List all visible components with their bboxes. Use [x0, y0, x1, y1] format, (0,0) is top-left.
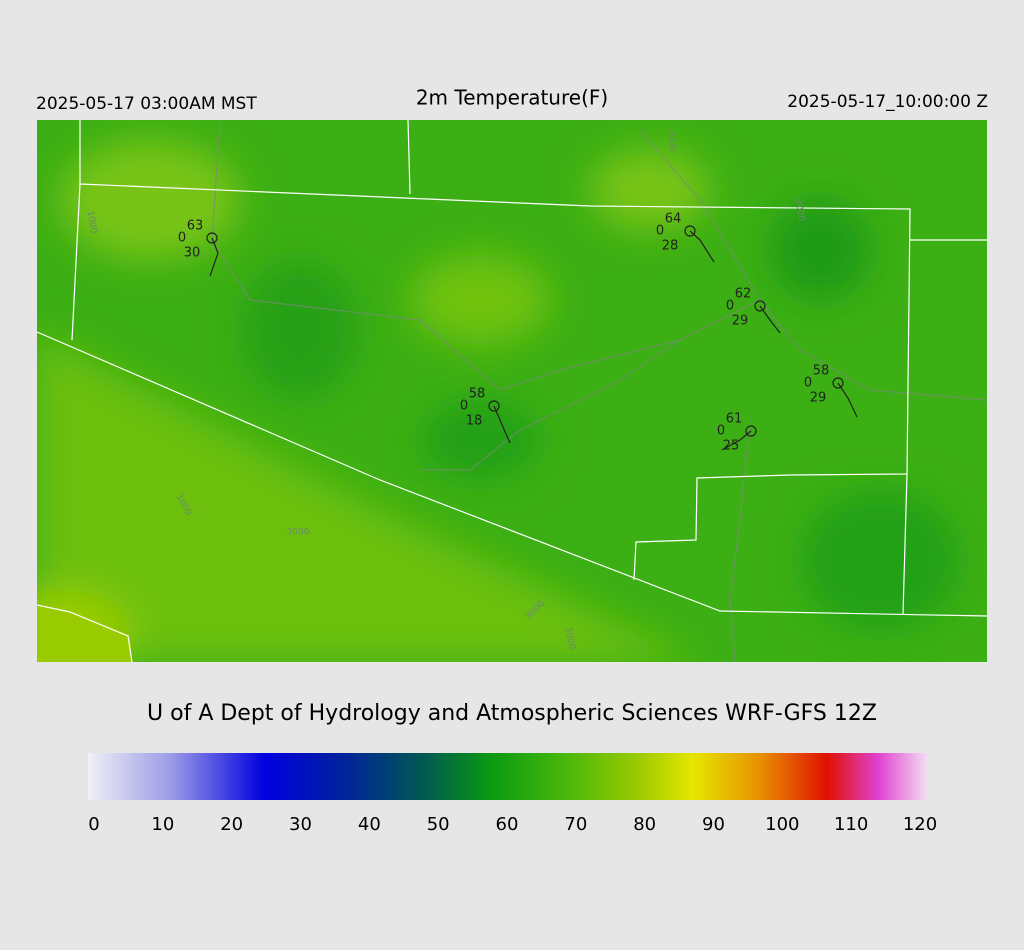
station-circle — [488, 400, 500, 412]
colorbar-tick-label: 120 — [903, 814, 937, 835]
wind-barb — [759, 305, 781, 334]
contour-label: 3000 — [667, 129, 677, 152]
cloud-cover: 0 — [804, 376, 812, 391]
station-circle — [206, 232, 218, 244]
colorbar-tick-label: 110 — [834, 814, 868, 835]
colorbar — [88, 753, 928, 800]
cloud-cover: 0 — [717, 424, 725, 439]
dewpoint: 29 — [732, 314, 749, 329]
dewpoint: 28 — [662, 239, 679, 254]
cloud-cover: 0 — [726, 299, 734, 314]
colorbar-tick-label: 80 — [633, 814, 656, 835]
map-title: 2m Temperature(F) — [416, 86, 608, 110]
station-circle — [754, 300, 766, 312]
colorbar-tick-label: 10 — [151, 814, 174, 835]
wind-barb — [721, 430, 752, 451]
cloud-cover: 0 — [460, 399, 468, 414]
colorbar-tick-label: 40 — [358, 814, 381, 835]
credit: U of A Dept of Hydrology and Atmospheric… — [147, 701, 877, 726]
temperature: 63 — [187, 219, 204, 234]
station-circle — [832, 377, 844, 389]
colorbar-tick-label: 30 — [289, 814, 312, 835]
colorbar-tick-label: 20 — [220, 814, 243, 835]
wind-barb — [209, 237, 219, 277]
contour-label: 1000 — [85, 210, 99, 235]
wind-barb — [837, 382, 858, 418]
temperature: 58 — [813, 364, 830, 379]
cloud-cover: 0 — [178, 231, 186, 246]
colorbar-tick-label: 50 — [427, 814, 450, 835]
dewpoint: 25 — [723, 439, 740, 454]
temperature: 58 — [469, 387, 486, 402]
contour-label: 3000 — [287, 528, 310, 538]
wind-barb — [689, 230, 715, 263]
colorbar-tick-label: 0 — [88, 814, 99, 835]
cloud-cover: 0 — [656, 224, 664, 239]
temperature: 64 — [665, 212, 682, 227]
contour-label: 3000 — [793, 198, 807, 223]
dewpoint: 29 — [810, 391, 827, 406]
dewpoint: 18 — [466, 414, 483, 429]
station-circle — [745, 425, 757, 437]
dewpoint: 30 — [184, 246, 201, 261]
valid-local-time: 2025-05-17 03:00AM MST — [36, 94, 257, 114]
colorbar-tick-label: 70 — [564, 814, 587, 835]
colorbar-tick-label: 90 — [702, 814, 725, 835]
temperature-field — [37, 120, 987, 662]
valid-utc-time: 2025-05-17_10:00:00 Z — [787, 92, 988, 112]
temperature: 61 — [726, 412, 743, 427]
colorbar-ticks: 0 10 20 30 40 50 60 70 80 90 100 110 120 — [88, 814, 937, 835]
colorbar-tick-label: 100 — [765, 814, 799, 835]
temperature: 62 — [735, 287, 752, 302]
station-circle — [684, 225, 696, 237]
wind-barb — [493, 405, 511, 444]
colorbar-tick-label: 60 — [496, 814, 519, 835]
contour-label: 3000 — [563, 626, 577, 651]
